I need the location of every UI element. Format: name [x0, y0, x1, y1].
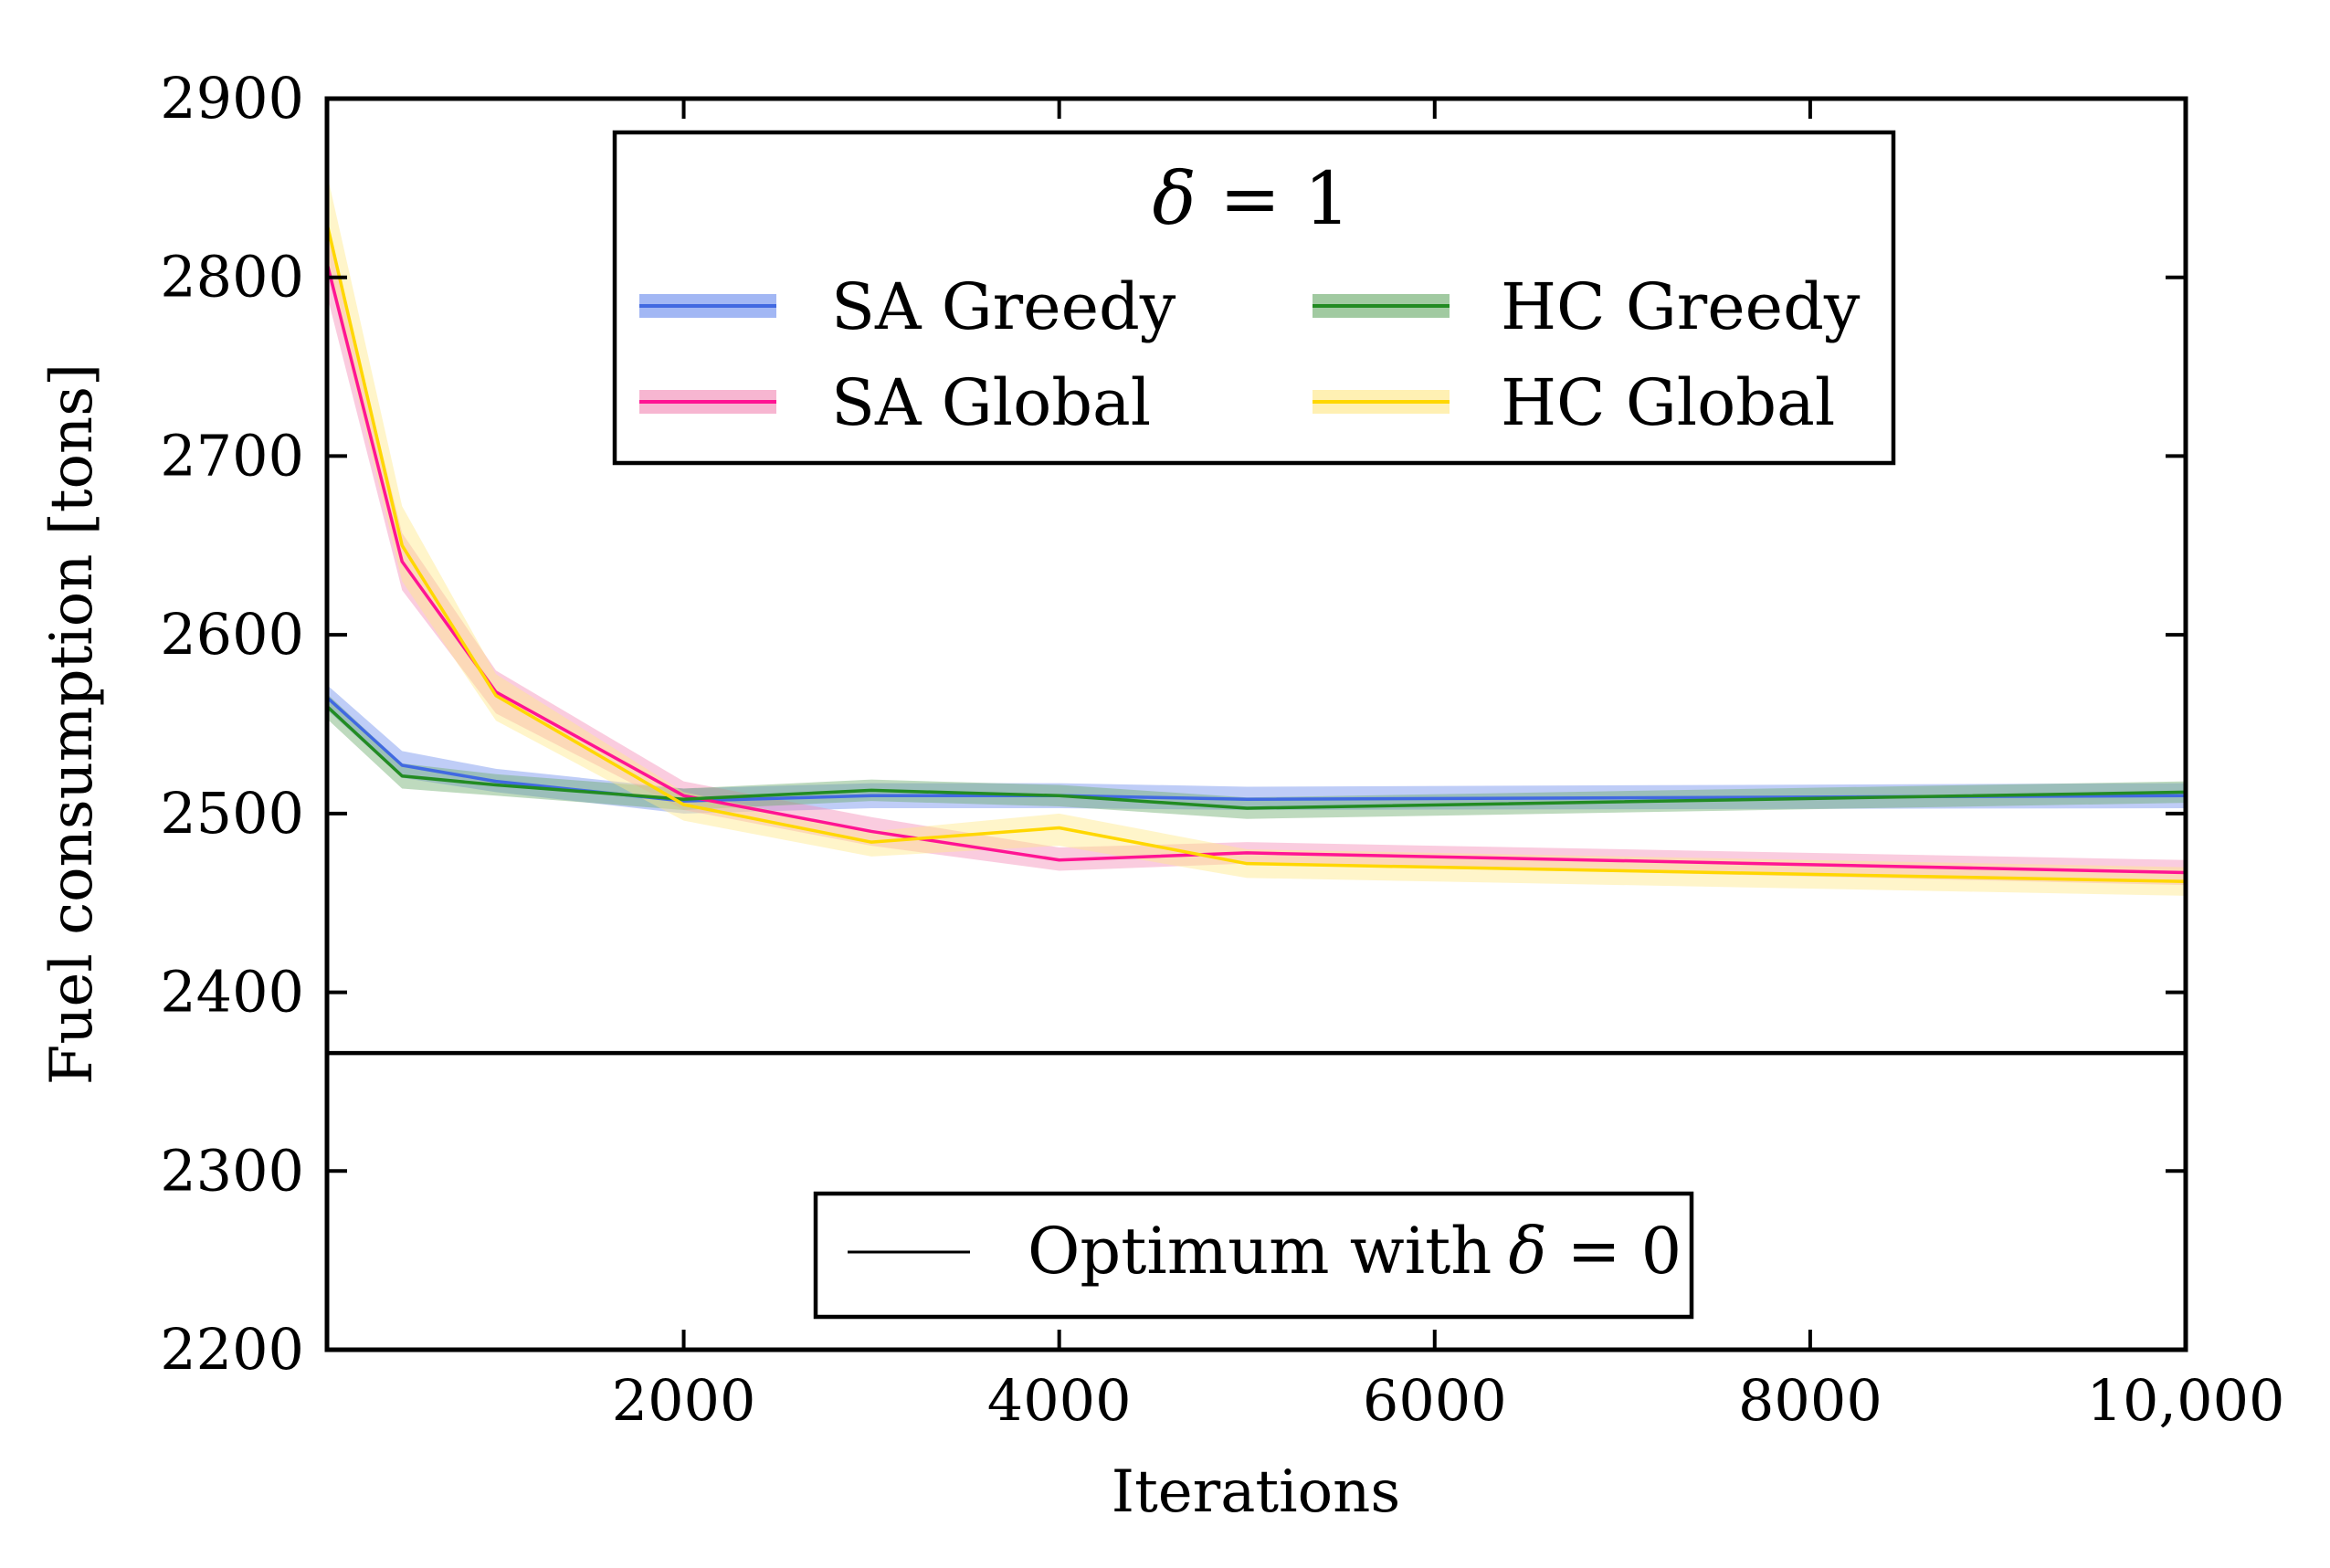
y-tick-label: 2400 [160, 959, 304, 1026]
band-sa-greedy [327, 684, 2186, 814]
line-sa-greedy [327, 696, 2186, 803]
series-lines [327, 223, 2186, 883]
legend-label-sa-global: SA Global [831, 365, 1151, 440]
reference-legend-symbol: δ [1508, 1214, 1546, 1289]
y-tick-label: 2700 [160, 422, 304, 489]
legend-title-eq: = [1197, 156, 1304, 241]
y-tick-label: 2300 [160, 1137, 304, 1204]
reference-legend-label: Optimum with δ = 0 [1028, 1214, 1682, 1289]
legend-title: δ = 1 [1153, 156, 1351, 241]
y-tick-label: 2200 [160, 1316, 304, 1383]
y-axis-label: Fuel consumption [tons] [38, 363, 106, 1085]
y-tick-label: 2900 [160, 65, 304, 132]
reference-legend-eq: = [1546, 1214, 1640, 1289]
legend-entries: SA Greedy HC Greedy SA Global HC Global [639, 269, 1861, 440]
x-tick-label: 10,000 [2087, 1367, 2285, 1434]
legend-label-sa-greedy: SA Greedy [831, 269, 1176, 344]
x-tick-label: 4000 [987, 1367, 1132, 1434]
x-axis-label: Iterations [1112, 1458, 1400, 1526]
legend-label-hc-greedy: HC Greedy [1501, 269, 1861, 344]
legend-title-value: 1 [1304, 156, 1351, 241]
y-tick-label: 2500 [160, 780, 304, 847]
y-axis: 2200 2300 2400 2500 2600 2700 2800 2900 [160, 65, 2186, 1383]
x-axis: 2000 4000 6000 8000 10,000 [612, 99, 2285, 1434]
y-tick-label: 2800 [160, 244, 304, 310]
reference-legend: Optimum with δ = 0 [813, 1191, 1694, 1320]
plot-frame [324, 96, 2188, 1352]
y-tick-label: 2600 [160, 601, 304, 668]
x-tick-label: 8000 [1738, 1367, 1882, 1434]
legend-box [612, 130, 1896, 466]
line-hc-greedy [327, 705, 2186, 810]
reference-legend-box [813, 1191, 1694, 1320]
reference-legend-value: 0 [1641, 1214, 1682, 1289]
confidence-bands [327, 174, 2186, 896]
x-tick-label: 2000 [612, 1367, 756, 1434]
line-hc-global [327, 223, 2186, 883]
legend-title-symbol: δ [1153, 156, 1197, 241]
series-legend: δ = 1 SA Greedy HC Greedy SA Global HC Glob… [612, 130, 1896, 466]
x-tick-label: 6000 [1363, 1367, 1507, 1434]
band-hc-greedy [327, 693, 2186, 819]
reference-legend-name: Optimum with [1028, 1214, 1492, 1289]
line-sa-global [327, 262, 2186, 875]
legend-label-hc-global: HC Global [1501, 365, 1835, 440]
